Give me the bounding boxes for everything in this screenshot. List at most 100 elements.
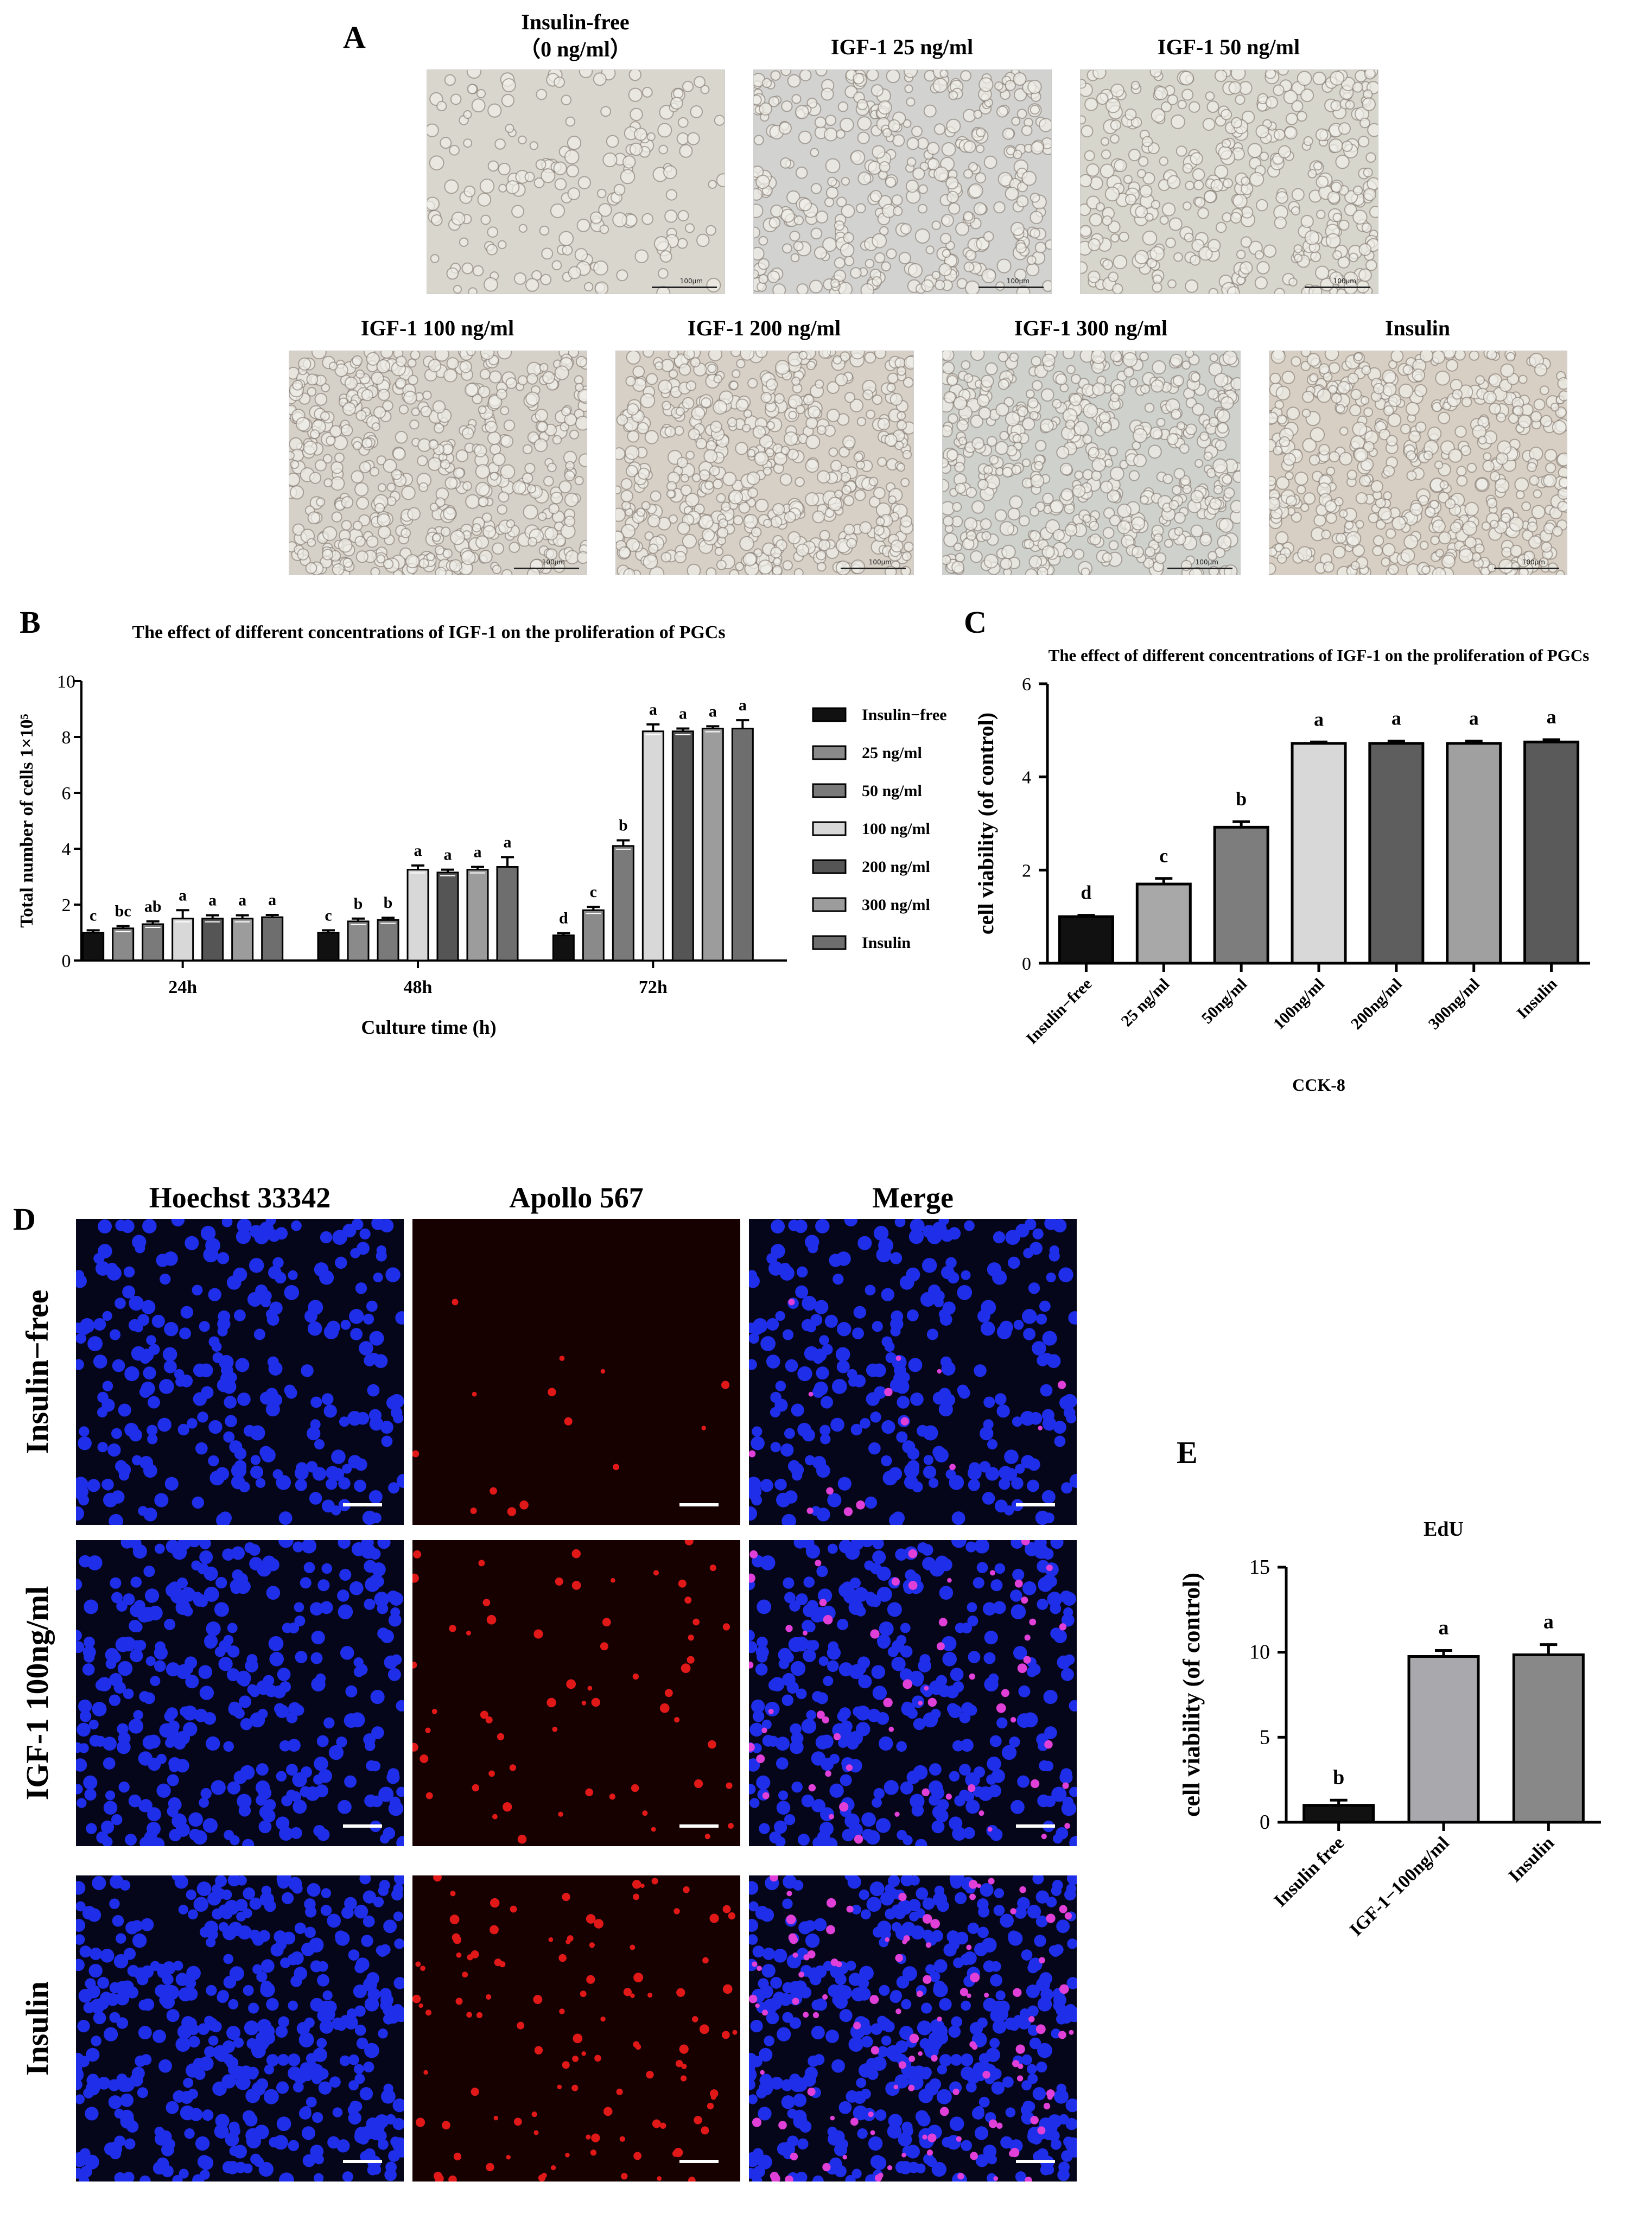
nucleus [167, 1774, 179, 1786]
nucleus [223, 1431, 235, 1443]
cell-mark [1140, 384, 1151, 395]
nucleus [1011, 1799, 1025, 1814]
cell-mark [921, 279, 934, 292]
nucleus [889, 1378, 904, 1392]
cell-mark [417, 455, 428, 467]
nucleus [974, 1364, 987, 1377]
cell-mark [657, 123, 672, 138]
cell-mark [1185, 351, 1194, 358]
cell-mark [742, 552, 757, 567]
cell-mark [1194, 196, 1206, 208]
cell-mark [477, 193, 492, 207]
cell-mark [709, 465, 720, 476]
cell-mark [463, 138, 473, 148]
cell-mark [759, 102, 772, 116]
chart-title: The effect of different concentrations o… [132, 622, 725, 643]
nucleus [802, 1295, 817, 1311]
cell-mark [1469, 351, 1479, 361]
cell-mark [1365, 259, 1377, 271]
nucleus [1054, 1435, 1066, 1447]
cell-mark [1139, 495, 1149, 505]
nucleus [393, 1977, 404, 1989]
cell-mark [620, 478, 633, 490]
edu-positive-nucleus [412, 1450, 420, 1458]
cell-mark [701, 397, 711, 408]
cell-mark [487, 160, 499, 172]
cell-mark [758, 236, 768, 246]
nucleus [1005, 1230, 1020, 1245]
cell-mark [948, 90, 958, 100]
cell-mark [1557, 501, 1567, 512]
nucleus [785, 1359, 798, 1372]
nucleus [221, 1219, 233, 1228]
nucleus [314, 2173, 324, 2182]
nucleus [179, 1327, 191, 1340]
nucleus [261, 1448, 276, 1462]
edu-positive-nucleus [949, 1464, 956, 1471]
cell-mark [1013, 88, 1027, 101]
nucleus [260, 1980, 272, 1993]
nucleus [244, 2020, 259, 2036]
edu-positive-nucleus [673, 1717, 680, 1723]
nucleus [770, 1677, 785, 1691]
edu-positive-nucleus [936, 1642, 945, 1651]
cell-mark [1100, 137, 1110, 146]
column-title: Merge [872, 1181, 954, 1214]
row-label: IGF-1 100ng/ml [20, 1586, 55, 1801]
edu-positive-nucleus [1057, 1381, 1066, 1389]
cell-mark [815, 211, 829, 224]
cell-mark [366, 535, 379, 548]
nucleus [263, 2089, 279, 2104]
cell-mark [401, 527, 411, 538]
nucleus [266, 1586, 281, 1600]
cell-mark [1027, 397, 1039, 409]
cell-mark [1209, 353, 1218, 362]
cell-mark [840, 243, 855, 258]
nucleus [105, 1648, 119, 1662]
cell-mark [1204, 190, 1217, 203]
nucleus [392, 2117, 404, 2130]
scale-bar-label: 100μm [1522, 558, 1545, 566]
cell-mark [1285, 112, 1298, 125]
cell-mark [1552, 419, 1567, 435]
edu-positive-nucleus [642, 1810, 648, 1816]
nucleus [1015, 1464, 1025, 1474]
cell-mark [983, 465, 993, 475]
cell-mark [1403, 534, 1419, 550]
cell-mark [1132, 545, 1144, 558]
cell-mark [912, 167, 925, 180]
cell-mark [374, 503, 385, 513]
bar [112, 927, 135, 962]
nucleus [806, 1710, 816, 1720]
nucleus [342, 1464, 352, 1474]
cell-mark [1327, 190, 1340, 204]
cell-mark [1011, 465, 1022, 475]
cell-mark [1222, 474, 1232, 485]
nucleus [1062, 1394, 1077, 1409]
cell-mark [1207, 239, 1221, 252]
nucleus [396, 1786, 404, 1797]
cell-mark [918, 203, 927, 214]
nucleus [781, 1513, 796, 1525]
cell-mark [1230, 500, 1240, 513]
cell-mark [1216, 409, 1230, 423]
cell-mark [1135, 205, 1148, 219]
cell-mark [738, 501, 751, 514]
nucleus [301, 1942, 315, 1956]
cell-mark [1035, 440, 1047, 451]
cell-mark [501, 78, 516, 93]
nucleus [365, 1740, 376, 1751]
nucleus [1053, 1421, 1066, 1434]
cell-mark [1037, 567, 1049, 575]
nucleus [195, 2136, 210, 2151]
cell-mark [1523, 550, 1535, 562]
nucleus [373, 1272, 383, 1283]
nucleus [154, 1543, 165, 1554]
nucleus [115, 1991, 130, 2006]
nucleus [816, 1566, 828, 1578]
nucleus [952, 1740, 964, 1752]
nucleus [354, 1962, 366, 1974]
nucleus [983, 1396, 995, 1408]
nucleus [991, 1769, 1005, 1783]
nucleus [359, 1341, 373, 1356]
